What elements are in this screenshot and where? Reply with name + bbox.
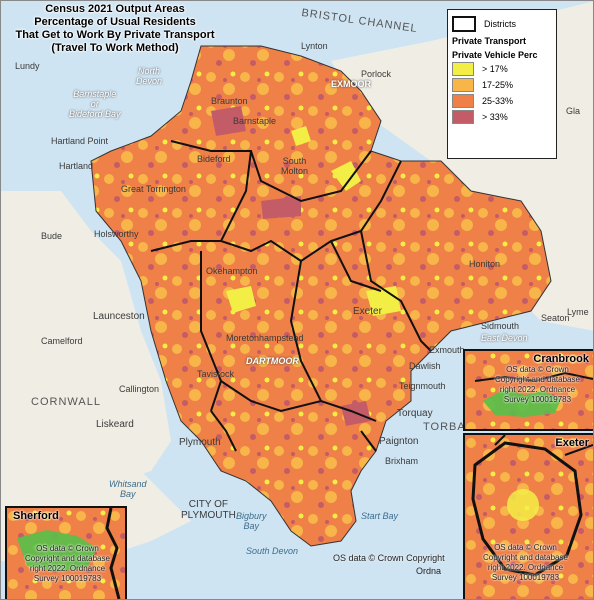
patch-yellow-4	[291, 126, 311, 146]
label-tavistock: Tavistock	[197, 369, 235, 379]
patch-yellow-1	[331, 161, 361, 191]
legend-class-row: > 17%	[452, 62, 552, 76]
legend-class-row: 25-33%	[452, 94, 552, 108]
label-exmouth: Exmouth	[429, 345, 465, 355]
label-okehampton: Okehampton	[206, 266, 258, 276]
label-callington: Callington	[119, 384, 160, 394]
label-city-of-plymouth: CITY OF PLYMOUTH	[181, 499, 236, 521]
map-legend: Districts Private Transport Private Vehi…	[447, 9, 557, 159]
label-lynton: Lynton	[301, 41, 328, 51]
inset-exeter-map	[465, 435, 593, 599]
legend-class-label: 25-33%	[482, 96, 514, 106]
inset-cranbrook-copyright: OS data © Crown Copyright and database r…	[495, 365, 580, 404]
label-plymouth: Plymouth	[179, 437, 221, 448]
legend-districts-label: Districts	[484, 19, 516, 29]
inset-sherford-title: Sherford	[13, 510, 59, 522]
label-liskeard: Liskeard	[96, 419, 134, 430]
title-line: Percentage of Usual Residents	[34, 16, 196, 28]
label-holsworthy: Holsworthy	[94, 229, 139, 239]
inset-sherford[interactable]: Sherford OS data © Crown Copyright and d…	[5, 506, 127, 599]
legend-class-label: > 33%	[482, 112, 508, 122]
title-line: Census 2021 Output Areas	[45, 3, 185, 15]
label-paignton: Paignton	[379, 436, 419, 447]
inset-cranbrook-title: Cranbrook	[533, 353, 589, 365]
legend-class-row: > 33%	[452, 110, 552, 124]
legend-swatch	[452, 62, 474, 76]
inset-exeter[interactable]: Exeter OS data © Crown Copyright and dat…	[463, 433, 593, 599]
label-teignmouth: Teignmouth	[399, 381, 446, 391]
label-gla: Gla	[566, 106, 581, 116]
legend-districts: Districts	[452, 16, 552, 32]
legend-swatch	[452, 110, 474, 124]
patch-purple-1	[211, 106, 246, 136]
label-hartland: Hartland	[59, 161, 94, 171]
land-cornwall	[1, 191, 171, 481]
label-bude: Bude	[41, 231, 63, 241]
legend-districts-swatch	[452, 16, 476, 32]
patch-yellow-2	[226, 286, 256, 313]
inset-exeter-copyright: OS data © Crown Copyright and database r…	[483, 543, 568, 582]
inset-sherford-map	[7, 508, 125, 599]
legend-class-label: > 17%	[482, 64, 508, 74]
legend-class-label: 17-25%	[482, 80, 514, 90]
label-dawlish: Dawlish	[409, 361, 441, 371]
title-line: (Travel To Work Method)	[51, 42, 179, 54]
inset-sherford-copyright: OS data © Crown Copyright and database r…	[25, 544, 110, 583]
label-lundy: Lundy	[15, 61, 40, 71]
label-whitsand-bay: Whitsand Bay	[109, 479, 147, 499]
legend-field-title: Private Vehicle Perc	[452, 50, 538, 60]
label-barnstaple: Barnstaple	[233, 116, 277, 126]
district-borders	[150, 140, 432, 452]
label-dartmoor: DARTMOOR	[246, 356, 299, 366]
inset-cranbrook-map	[465, 351, 593, 429]
label-camelford: Camelford	[41, 336, 83, 346]
label-south-molton: South Molton	[281, 156, 309, 176]
label-exeter: Exeter	[353, 306, 382, 317]
label-hartland-point: Hartland Point	[51, 136, 109, 146]
label-bideford: Bideford	[197, 154, 231, 164]
label-exmoor: EXMOOR	[331, 79, 372, 89]
copyright-text: OS data © Crown Copyright	[333, 553, 445, 563]
inset-cranbrook[interactable]: Cranbrook OS data © Crown Copyright and …	[463, 349, 593, 431]
label-east-devon: East Devon	[481, 333, 528, 343]
label-lyme: Lyme	[567, 307, 589, 317]
label-great-torrington: Great Torrington	[121, 184, 186, 194]
label-north-devon: North Devon	[136, 66, 163, 86]
map-copyright: OS data © Crown Copyright	[333, 553, 445, 563]
legend-group-title: Private Transport	[452, 36, 527, 46]
legend-class-row: 17-25%	[452, 78, 552, 92]
patch-purple-3	[261, 196, 301, 219]
label-porlock: Porlock	[361, 69, 392, 79]
inset-exeter-title: Exeter	[555, 437, 589, 449]
label-south-devon: South Devon	[246, 546, 299, 556]
label-torquay: Torquay	[397, 408, 433, 419]
label-cornwall: CORNWALL	[31, 396, 101, 408]
label-start-bay: Start Bay	[361, 511, 399, 521]
patch-yellow-3	[366, 286, 401, 316]
map-title: Census 2021 Output Areas Percentage of U…	[5, 3, 225, 55]
label-launceston: Launceston	[93, 311, 145, 322]
label-torbay: TORBAY	[423, 421, 474, 433]
label-sidmouth: Sidmouth	[481, 321, 520, 331]
label-bigbury-bay: Bigbury Bay	[236, 511, 267, 531]
label-seaton: Seaton	[541, 313, 570, 323]
copyright-tail: Ordna	[416, 566, 442, 576]
title-line: That Get to Work By Private Transport	[15, 29, 215, 41]
legend-swatch	[452, 94, 474, 108]
label-brixham: Brixham	[385, 456, 419, 466]
label-moretonhampstead: Moretonhampstead	[226, 333, 304, 343]
label-honiton: Honiton	[469, 259, 501, 269]
label-braunton: Braunton	[211, 96, 248, 106]
legend-swatch	[452, 78, 474, 92]
label-barnstaple-bay: Barnstaple or Bideford Bay	[69, 89, 121, 119]
